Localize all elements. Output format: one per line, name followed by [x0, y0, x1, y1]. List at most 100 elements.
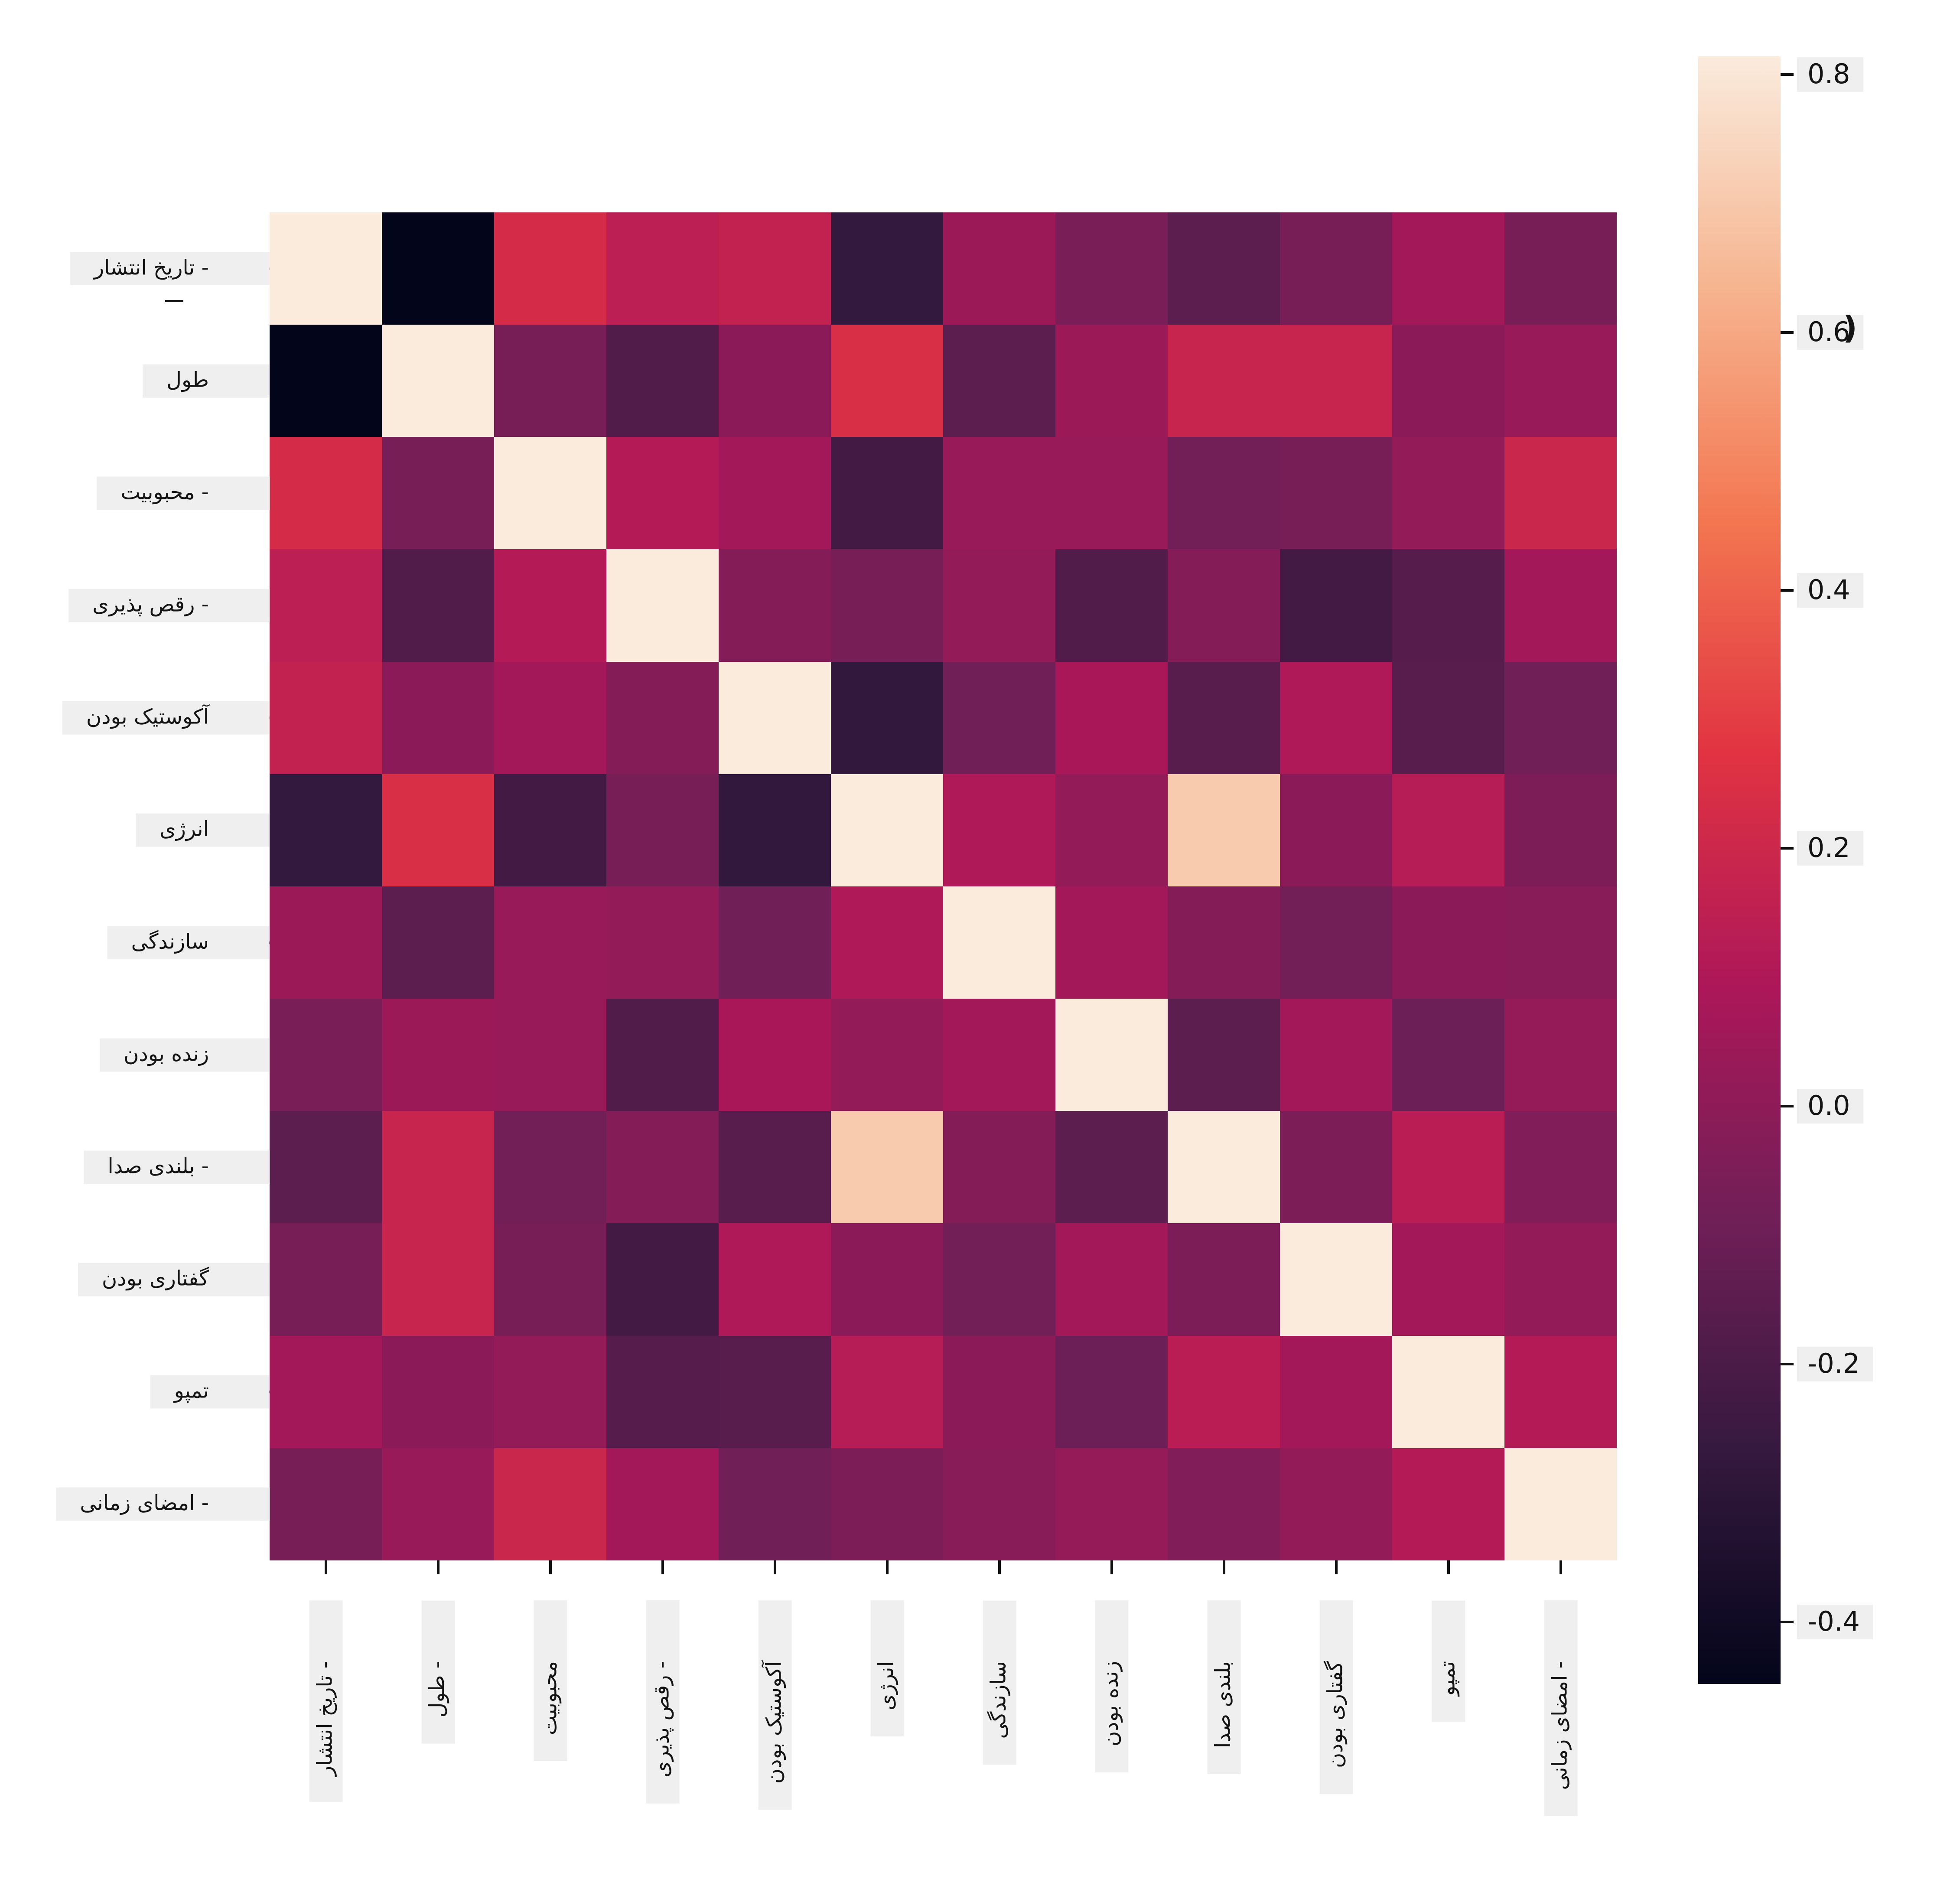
- heatmap-cell: [943, 325, 1055, 437]
- x-tick-mark: [886, 1560, 889, 1574]
- heatmap-cell: [270, 437, 382, 550]
- heatmap-cell: [1055, 1223, 1168, 1336]
- heatmap-cell: [719, 1111, 831, 1224]
- heatmap-cell: [382, 1448, 494, 1560]
- heatmap-cell: [1504, 1223, 1617, 1336]
- heatmap-cell: [1280, 549, 1392, 662]
- heatmap-cell: [719, 325, 831, 437]
- x-axis-label: زنده بودن: [1095, 1600, 1128, 1772]
- heatmap-cell: [270, 1335, 382, 1448]
- heatmap-cell: [1055, 1448, 1168, 1560]
- heatmap-cell: [1392, 1111, 1504, 1224]
- heatmap-cell: [1280, 437, 1392, 550]
- heatmap-cell: [1280, 999, 1392, 1111]
- heatmap-cell: [831, 549, 943, 662]
- heatmap-cell: [494, 437, 606, 550]
- heatmap-cell: [1168, 1335, 1280, 1448]
- x-axis-label: محبوبیت: [534, 1600, 567, 1761]
- colorbar-tick-mark: [1781, 1363, 1794, 1365]
- y-axis-label: - بلندی صدا: [84, 1150, 270, 1184]
- y-axis-label: - رقص پذیری: [68, 589, 270, 622]
- x-tick-mark: [1222, 1560, 1225, 1574]
- heatmap-cell: [943, 774, 1055, 886]
- y-axis-label: - محبوبیت: [97, 476, 270, 510]
- heatmap-cell: [1504, 437, 1617, 550]
- heatmap-cell: [1504, 999, 1617, 1111]
- heatmap-cell: [494, 325, 606, 437]
- colorbar-tick-mark: [1781, 1105, 1794, 1107]
- heatmap-cell: [382, 774, 494, 886]
- heatmap-cell: [1168, 774, 1280, 886]
- heatmap-cell: [1280, 1111, 1392, 1224]
- heatmap-cell: [1504, 661, 1617, 774]
- y-axis-label: - امضای زمانی: [56, 1488, 270, 1521]
- heatmap-cell: [1280, 1448, 1392, 1560]
- heatmap-cell: [1504, 549, 1617, 662]
- heatmap-cell: [719, 212, 831, 325]
- heatmap-cell: [1280, 774, 1392, 886]
- heatmap-cell: [1392, 325, 1504, 437]
- heatmap-cell: [943, 661, 1055, 774]
- x-tick-mark: [549, 1560, 552, 1574]
- heatmap-cell: [1392, 999, 1504, 1111]
- heatmap-cell: [943, 1111, 1055, 1224]
- heatmap-cell: [831, 774, 943, 886]
- heatmap-cell: [382, 1111, 494, 1224]
- colorbar-tick-label: 0.6: [1797, 315, 1863, 350]
- heatmap-cell: [1392, 549, 1504, 662]
- heatmap-cell: [270, 886, 382, 999]
- heatmap-cell: [270, 212, 382, 325]
- heatmap-cell: [1504, 212, 1617, 325]
- colorbar-gradient: [1698, 56, 1781, 1684]
- heatmap-cell: [494, 1111, 606, 1224]
- heatmap-cell: [382, 886, 494, 999]
- colorbar-tick-mark: [1781, 1621, 1794, 1623]
- heatmap-cell: [606, 549, 719, 662]
- heatmap-cell: [1055, 1111, 1168, 1224]
- x-axis-label: - امضای زمانی: [1544, 1600, 1577, 1816]
- label-underline-artifact: [165, 300, 183, 302]
- heatmap-cell: [494, 1448, 606, 1560]
- heatmap-cell: [719, 774, 831, 886]
- heatmap-cell: [270, 1223, 382, 1336]
- heatmap-cell: [606, 325, 719, 437]
- heatmap-cell: [606, 999, 719, 1111]
- x-tick-mark: [324, 1560, 327, 1574]
- heatmap-cell: [270, 1111, 382, 1224]
- heatmap-cell: [831, 325, 943, 437]
- heatmap-cell: [382, 1335, 494, 1448]
- heatmap-cell: [1055, 325, 1168, 437]
- y-axis-label: تمپو: [150, 1375, 270, 1409]
- colorbar-tick-mark: [1781, 331, 1794, 334]
- heatmap-cell: [606, 1223, 719, 1336]
- heatmap-cell: [1055, 774, 1168, 886]
- heatmap-cell: [606, 212, 719, 325]
- heatmap-cell: [831, 999, 943, 1111]
- heatmap-cell: [606, 886, 719, 999]
- heatmap-cell: [1392, 437, 1504, 550]
- heatmap-cell: [831, 212, 943, 325]
- heatmap-cell: [1392, 886, 1504, 999]
- heatmap-cell: [1280, 1335, 1392, 1448]
- heatmap-cell: [1392, 774, 1504, 886]
- heatmap-cell: [1280, 212, 1392, 325]
- heatmap-cell: [1504, 1111, 1617, 1224]
- heatmap-cell: [1392, 1335, 1504, 1448]
- x-axis-label: - رقص پذیری: [646, 1600, 679, 1804]
- heatmap-cell: [1504, 774, 1617, 886]
- x-axis-label: - طول: [421, 1600, 455, 1744]
- heatmap-cell: [831, 1111, 943, 1224]
- colorbar-tick-label: -0.2: [1797, 1347, 1873, 1381]
- y-axis-label: آکوستیک بودن: [62, 701, 270, 735]
- y-axis-label: زنده بودن: [100, 1038, 270, 1072]
- x-axis-label: - تاریخ انتشار: [309, 1600, 342, 1802]
- x-axis-label: انرژی: [870, 1600, 904, 1736]
- heatmap-cell: [1055, 549, 1168, 662]
- heatmap-cell: [943, 1223, 1055, 1336]
- heatmap-cell: [719, 661, 831, 774]
- heatmap-cell: [270, 661, 382, 774]
- x-tick-mark: [1447, 1560, 1450, 1574]
- heatmap-cell: [943, 549, 1055, 662]
- heatmap-cell: [606, 1111, 719, 1224]
